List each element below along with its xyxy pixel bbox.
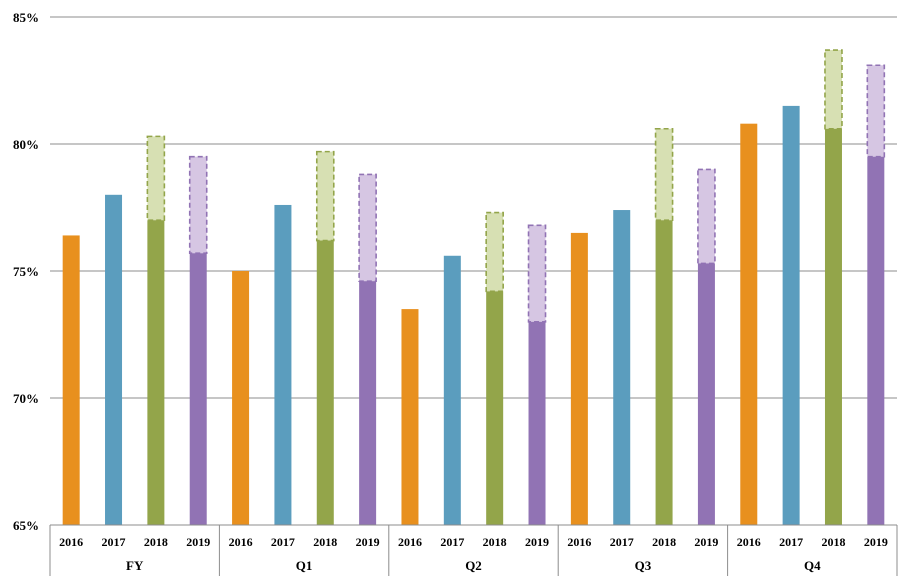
bar-FY-2018 [147, 220, 165, 525]
bar-range-Q1-2019 [358, 173, 377, 282]
x-group-label: Q2 [465, 558, 482, 573]
bar-Q1-2016 [232, 271, 250, 525]
bar-Q1-2019 [359, 281, 377, 525]
bar-range-Q3-2018 [654, 127, 674, 221]
y-tick-label: 70% [13, 391, 39, 406]
bar-range-Q1-2018 [315, 150, 335, 242]
bar-Q2-2018 [486, 291, 504, 525]
x-year-label: 2018 [144, 535, 168, 549]
bar-FY-2019 [189, 253, 207, 525]
x-year-label: 2017 [610, 535, 634, 549]
y-tick-label: 80% [13, 137, 39, 152]
x-year-label: 2016 [737, 535, 761, 549]
bar-range-Q4-2018 [824, 49, 843, 130]
bar-range-Q2-2018 [485, 211, 504, 293]
bar-Q1-2017 [274, 204, 292, 525]
bar-Q4-2019 [867, 156, 885, 525]
x-year-label: 2017 [440, 535, 464, 549]
bar-Q2-2019 [528, 321, 546, 525]
bar-Q3-2016 [570, 232, 588, 525]
x-year-label: 2019 [864, 535, 888, 549]
x-year-label: 2019 [525, 535, 549, 549]
x-year-label: 2017 [102, 535, 126, 549]
bar-range-FY-2019 [188, 155, 208, 255]
x-year-label: 2017 [271, 535, 295, 549]
x-year-label: 2016 [567, 535, 591, 549]
bar-Q4-2016 [740, 123, 758, 526]
bar-range-Q3-2019 [697, 168, 716, 265]
x-axis-labels: 2016 2017 2018 2019 FY 2016 2017 2018 2019 Q1 2016… [59, 535, 888, 573]
bar-Q3-2018 [655, 220, 673, 525]
bar-Q4-2017 [782, 105, 800, 526]
bar-range-Q2-2019 [527, 224, 547, 323]
bar-Q2-2017 [443, 255, 461, 525]
bar-range-Q4-2019 [866, 64, 886, 158]
bar-Q3-2017 [613, 210, 631, 526]
x-year-label: 2018 [821, 535, 845, 549]
y-tick-label: 75% [13, 264, 39, 279]
bar-Q1-2018 [316, 240, 334, 525]
x-year-label: 2018 [313, 535, 337, 549]
x-axis [49, 524, 898, 576]
x-year-label: 2016 [59, 535, 83, 549]
bar-range-FY-2018 [146, 135, 166, 222]
x-year-label: 2018 [483, 535, 507, 549]
x-group-label: Q4 [804, 558, 821, 573]
bar-Q2-2016 [401, 309, 419, 525]
x-group-label: Q3 [635, 558, 652, 573]
x-year-label: 2017 [779, 535, 803, 549]
bar-FY-2016 [62, 235, 80, 525]
y-axis-tick-labels: 65% 70% 75% 80% 85% [13, 10, 39, 533]
x-year-label: 2019 [356, 535, 380, 549]
gridlines [50, 16, 897, 399]
x-group-label: FY [126, 558, 144, 573]
x-year-label: 2016 [398, 535, 422, 549]
x-year-label: 2018 [652, 535, 676, 549]
x-year-label: 2019 [186, 535, 210, 549]
y-tick-label: 85% [13, 10, 39, 25]
bar-Q4-2018 [824, 128, 842, 525]
bar-Q3-2019 [697, 263, 715, 525]
x-group-label: Q1 [296, 558, 313, 573]
x-year-label: 2016 [229, 535, 253, 549]
bars [62, 49, 886, 526]
x-year-label: 2019 [694, 535, 718, 549]
bar-FY-2017 [105, 194, 123, 526]
y-tick-label: 65% [13, 518, 39, 533]
